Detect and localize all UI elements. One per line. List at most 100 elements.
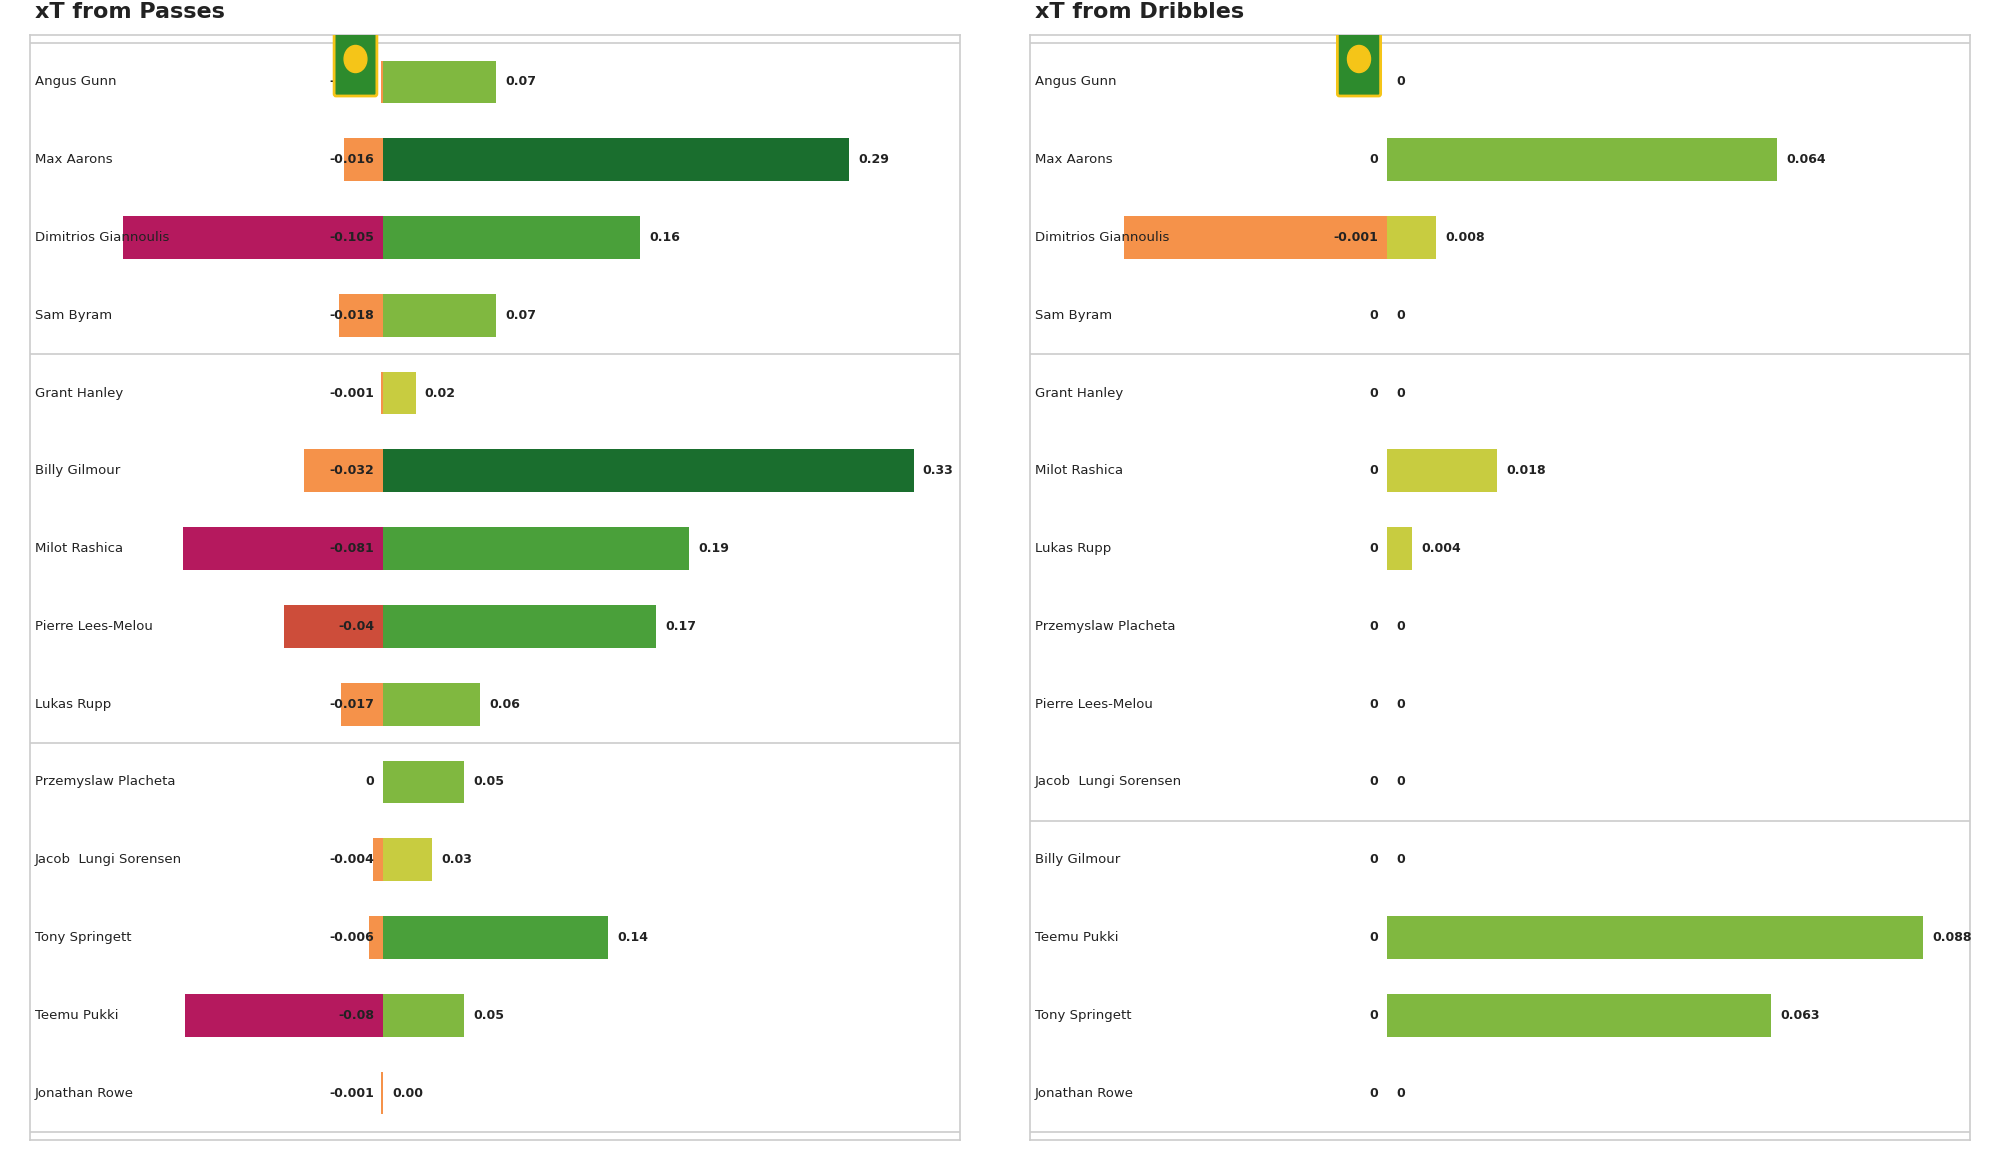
Bar	[182, 528, 384, 570]
Text: 0: 0	[1396, 776, 1406, 788]
Bar	[380, 61, 384, 103]
Text: 0.018: 0.018	[1506, 464, 1546, 477]
Text: 0.00: 0.00	[392, 1087, 424, 1100]
Text: 0.07: 0.07	[506, 309, 536, 322]
Text: Angus Gunn: Angus Gunn	[1034, 75, 1116, 88]
Text: xT from Passes: xT from Passes	[34, 2, 224, 22]
Text: Jacob  Lungi Sorensen: Jacob Lungi Sorensen	[34, 853, 182, 866]
Text: Dimitrios Giannoulis: Dimitrios Giannoulis	[1034, 231, 1170, 244]
Bar	[1388, 216, 1436, 258]
Bar	[384, 760, 464, 804]
Text: Milot Rashica: Milot Rashica	[1034, 464, 1122, 477]
Text: -0.004: -0.004	[330, 853, 374, 866]
Text: 0.19: 0.19	[698, 542, 728, 555]
Text: Teemu Pukki: Teemu Pukki	[1034, 931, 1118, 944]
Text: Przemyslaw Placheta: Przemyslaw Placheta	[1034, 620, 1176, 633]
FancyBboxPatch shape	[1338, 29, 1380, 96]
Text: -0.081: -0.081	[330, 542, 374, 555]
Text: 0: 0	[1396, 387, 1406, 400]
Text: 0.02: 0.02	[424, 387, 456, 400]
Text: 0: 0	[1370, 1009, 1378, 1022]
Text: -0.001: -0.001	[330, 387, 374, 400]
Text: 0.088: 0.088	[1932, 931, 1972, 944]
Text: 0.29: 0.29	[858, 153, 890, 166]
Text: 0.05: 0.05	[474, 776, 504, 788]
Text: 0.14: 0.14	[618, 931, 648, 944]
Text: -0.016: -0.016	[330, 153, 374, 166]
Bar	[1388, 449, 1496, 492]
Bar	[384, 371, 416, 415]
Text: -0.04: -0.04	[338, 620, 374, 633]
Bar	[384, 916, 608, 959]
Bar	[380, 1072, 384, 1114]
Text: 0.063: 0.063	[1780, 1009, 1820, 1022]
Text: 0: 0	[1396, 1087, 1406, 1100]
Text: -0.006: -0.006	[330, 931, 374, 944]
Text: 0.008: 0.008	[1446, 231, 1484, 244]
Bar	[122, 216, 384, 258]
Bar	[342, 683, 384, 725]
Text: 0.33: 0.33	[922, 464, 954, 477]
Text: 0: 0	[1370, 620, 1378, 633]
Text: Billy Gilmour: Billy Gilmour	[34, 464, 120, 477]
Bar	[374, 838, 384, 881]
Text: -0.001: -0.001	[330, 75, 374, 88]
Text: Tony Springett: Tony Springett	[34, 931, 132, 944]
Text: Dimitrios Giannoulis: Dimitrios Giannoulis	[34, 231, 170, 244]
Bar	[384, 139, 850, 181]
Text: 0: 0	[1370, 153, 1378, 166]
Text: 0.05: 0.05	[474, 1009, 504, 1022]
Text: Teemu Pukki: Teemu Pukki	[34, 1009, 118, 1022]
Bar	[380, 371, 384, 415]
Bar	[1388, 528, 1412, 570]
Text: -0.08: -0.08	[338, 1009, 374, 1022]
Text: 0: 0	[1396, 309, 1406, 322]
Bar	[338, 294, 384, 337]
Text: 0: 0	[1370, 464, 1378, 477]
Text: Lukas Rupp: Lukas Rupp	[1034, 542, 1110, 555]
Text: -0.017: -0.017	[330, 698, 374, 711]
Bar	[1388, 139, 1776, 181]
Text: 0: 0	[1370, 309, 1378, 322]
Text: Przemyslaw Placheta: Przemyslaw Placheta	[34, 776, 176, 788]
Text: 0: 0	[1370, 698, 1378, 711]
Text: 0: 0	[1396, 75, 1406, 88]
Text: 0: 0	[1370, 931, 1378, 944]
Text: 0: 0	[1370, 1087, 1378, 1100]
Text: Lukas Rupp: Lukas Rupp	[34, 698, 110, 711]
Text: xT from Dribbles: xT from Dribbles	[1034, 2, 1244, 22]
Text: Billy Gilmour: Billy Gilmour	[1034, 853, 1120, 866]
Text: Jonathan Rowe: Jonathan Rowe	[1034, 1087, 1134, 1100]
Bar	[384, 605, 656, 647]
Text: Grant Hanley: Grant Hanley	[34, 387, 122, 400]
Text: 0.004: 0.004	[1420, 542, 1460, 555]
Text: 0.06: 0.06	[490, 698, 520, 711]
Bar	[384, 683, 480, 725]
Text: 0: 0	[1396, 620, 1406, 633]
Bar	[344, 139, 384, 181]
Text: 0: 0	[1370, 853, 1378, 866]
Text: 0.07: 0.07	[506, 75, 536, 88]
Text: -0.001: -0.001	[330, 1087, 374, 1100]
Bar	[368, 916, 384, 959]
Text: Tony Springett: Tony Springett	[1034, 1009, 1132, 1022]
Text: 0: 0	[366, 776, 374, 788]
Text: 0: 0	[1396, 853, 1406, 866]
Text: Sam Byram: Sam Byram	[34, 309, 112, 322]
Bar	[384, 449, 914, 492]
Text: 0: 0	[1370, 387, 1378, 400]
Bar	[1388, 994, 1770, 1036]
Bar	[384, 61, 496, 103]
Text: 0: 0	[1396, 698, 1406, 711]
Bar	[304, 449, 384, 492]
Text: 0.16: 0.16	[650, 231, 680, 244]
Text: 0.064: 0.064	[1786, 153, 1826, 166]
Bar	[384, 838, 432, 881]
Bar	[1124, 216, 1388, 258]
Bar	[384, 994, 464, 1036]
Text: Max Aarons: Max Aarons	[1034, 153, 1112, 166]
Text: -0.032: -0.032	[330, 464, 374, 477]
Bar	[284, 605, 384, 647]
Text: Jonathan Rowe: Jonathan Rowe	[34, 1087, 134, 1100]
Circle shape	[1348, 46, 1370, 73]
